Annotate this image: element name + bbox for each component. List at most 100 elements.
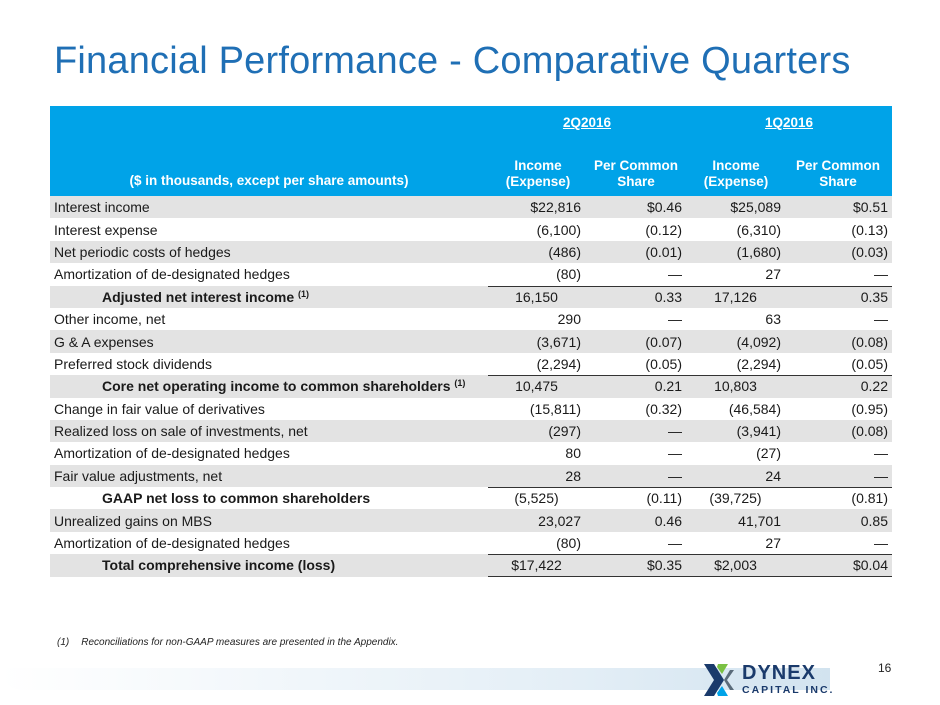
dynex-logo: DYNEX CAPITAL INC. (700, 660, 900, 700)
income-1q-cell: 10,803 (714, 378, 757, 395)
table-row: Total comprehensive income (loss) $17,422… (50, 554, 892, 578)
row-label-text: Realized loss on sale of investments, ne… (54, 423, 308, 440)
per-share-2q-cell: — (668, 266, 682, 283)
per-share-2q-cell: (0.01) (645, 243, 682, 260)
footnote-ref: (1) (298, 288, 310, 299)
income-2q-cell: (5,525) (514, 490, 559, 507)
income-1q-cell: (27) (756, 445, 781, 462)
row-label-text: Unrealized gains on MBS (54, 512, 212, 529)
row-label-text: Change in fair value of derivatives (54, 400, 265, 417)
per-share-2q-cell: (0.05) (645, 355, 682, 372)
per-share-1q-cell: (0.81) (851, 490, 888, 507)
table-row: G & A expenses (3,671) (0.07) (4,092) (0.08) (50, 330, 892, 353)
table-row: Amortization of de-designated hedges 80 — (… (50, 442, 892, 464)
footer-swoosh (0, 668, 830, 690)
row-label: Other income, net (50, 311, 488, 327)
income-1q-cell: 63 (765, 311, 781, 328)
table-header: ($ in thousands, except per share amount… (50, 106, 892, 196)
income-2q-cell: 10,475 (515, 378, 558, 395)
income-1q-cell: (2,294) (736, 355, 781, 372)
per-share-2q-cell: (0.11) (646, 490, 682, 507)
income-2q-cell: (80) (556, 266, 581, 283)
income-1q-cell: $2,003 (714, 557, 757, 574)
row-label-text: G & A expenses (54, 333, 154, 350)
per-share-1q-cell: $0.04 (852, 557, 888, 574)
per-share-1q-cell: (0.95) (851, 400, 888, 417)
income-1q-cell: (1,680) (736, 243, 781, 260)
income-1q-cell: 27 (765, 266, 781, 283)
row-label-text: GAAP net loss to common shareholders (102, 490, 371, 507)
row-label: Total comprehensive income (loss) (50, 557, 488, 573)
row-label-text: Amortization of de-designated hedges (54, 535, 290, 552)
income-2q-cell: (80) (556, 535, 581, 552)
income-2q-cell: (3,671) (536, 333, 581, 350)
per-share-1q-cell: (0.13) (851, 221, 888, 238)
row-label: Net periodic costs of hedges (50, 244, 488, 260)
table-row: Interest expense (6,100) (0.12) (6,310) (0.1… (50, 218, 892, 240)
financial-table: ($ in thousands, except per share amount… (50, 106, 892, 578)
per-share-2q-cell: (0.07) (645, 333, 682, 350)
per-share-2q-cell: $0.46 (646, 199, 682, 216)
table-row: Amortization of de-designated hedges (80)… (50, 532, 892, 554)
table-row: Adjusted net interest income (1) 16,150 0.… (50, 285, 892, 308)
table-row: Core net operating income to common shar… (50, 375, 892, 398)
per-share-2q-cell: $0.35 (646, 557, 682, 574)
row-label: Unrealized gains on MBS (50, 513, 488, 529)
per-share-2q-cell: (0.12) (645, 221, 682, 238)
income-1q-cell: (6,310) (736, 221, 781, 238)
income-2q-cell: $22,816 (530, 199, 581, 216)
logo-name: DYNEX (742, 662, 816, 684)
row-label: Interest expense (50, 222, 488, 238)
row-label: Amortization of de-designated hedges (50, 445, 488, 461)
per-share-1q-cell: — (874, 266, 888, 283)
income-1q-cell: 24 (765, 467, 781, 484)
table-row: Change in fair value of derivatives (15,8… (50, 398, 892, 420)
per-share-2q-cell: — (668, 311, 682, 328)
income-2q-cell: 16,150 (515, 288, 558, 305)
income-2q-cell: (297) (548, 423, 581, 440)
quarter-header-2q2016: 2Q2016 (562, 115, 612, 130)
per-share-header-2q: Per Common Share (593, 158, 678, 189)
per-share-1q-cell: $0.51 (852, 199, 888, 216)
income-2q-cell: 23,027 (538, 512, 581, 529)
income-2q-cell: 28 (565, 467, 581, 484)
description-header: ($ in thousands, except per share amount… (129, 173, 409, 188)
income-2q-cell: (15,811) (529, 400, 581, 417)
table-body: Interest income $22,816 $0.46 $25,089 $0.51 I… (50, 196, 892, 578)
table-row: Realized loss on sale of investments, ne… (50, 419, 892, 443)
income-1q-cell: 41,701 (738, 512, 781, 529)
per-share-1q-cell: — (874, 467, 888, 484)
row-label-text: Amortization of de-designated hedges (54, 266, 290, 283)
quarter-header-1q2016: 1Q2016 (764, 115, 814, 130)
row-label-text: Preferred stock dividends (54, 355, 212, 372)
row-label: Realized loss on sale of investments, ne… (50, 423, 488, 439)
footnote-ref: (1) (454, 378, 466, 389)
row-label: Interest income (50, 199, 488, 215)
income-1q-cell: 17,126 (714, 288, 757, 305)
income-2q-cell: (2,294) (536, 355, 581, 372)
logo-subtitle: CAPITAL INC. (742, 684, 835, 696)
row-label-text: Amortization of de-designated hedges (54, 445, 290, 462)
per-share-2q-cell: — (668, 467, 682, 484)
income-1q-cell: (4,092) (736, 333, 781, 350)
per-share-1q-cell: — (874, 535, 888, 552)
income-header-2q: Income (Expense) (505, 158, 571, 189)
row-label-text: Net periodic costs of hedges (54, 243, 231, 260)
row-label: Preferred stock dividends (50, 356, 488, 372)
income-1q-cell: (46,584) (728, 400, 781, 417)
per-share-1q-cell: — (874, 311, 888, 328)
row-label-text: Adjusted net interest income (102, 288, 295, 305)
row-label-text: Interest income (54, 199, 150, 216)
per-share-1q-cell: (0.05) (851, 355, 888, 372)
income-1q-cell: 27 (765, 535, 781, 552)
row-label-text: Interest expense (54, 221, 158, 238)
per-share-header-1q: Per Common Share (795, 158, 880, 189)
income-1q-cell: (3,941) (736, 423, 781, 440)
per-share-2q-cell: 0.46 (654, 512, 682, 529)
income-2q-cell: $17,422 (511, 557, 562, 574)
income-1q-cell: (39,725) (709, 490, 762, 507)
page-number: 16 (878, 661, 892, 675)
per-share-1q-cell: 0.22 (860, 378, 888, 395)
table-row: Interest income $22,816 $0.46 $25,089 $0.51 (50, 196, 892, 219)
per-share-2q-cell: (0.32) (645, 400, 682, 417)
